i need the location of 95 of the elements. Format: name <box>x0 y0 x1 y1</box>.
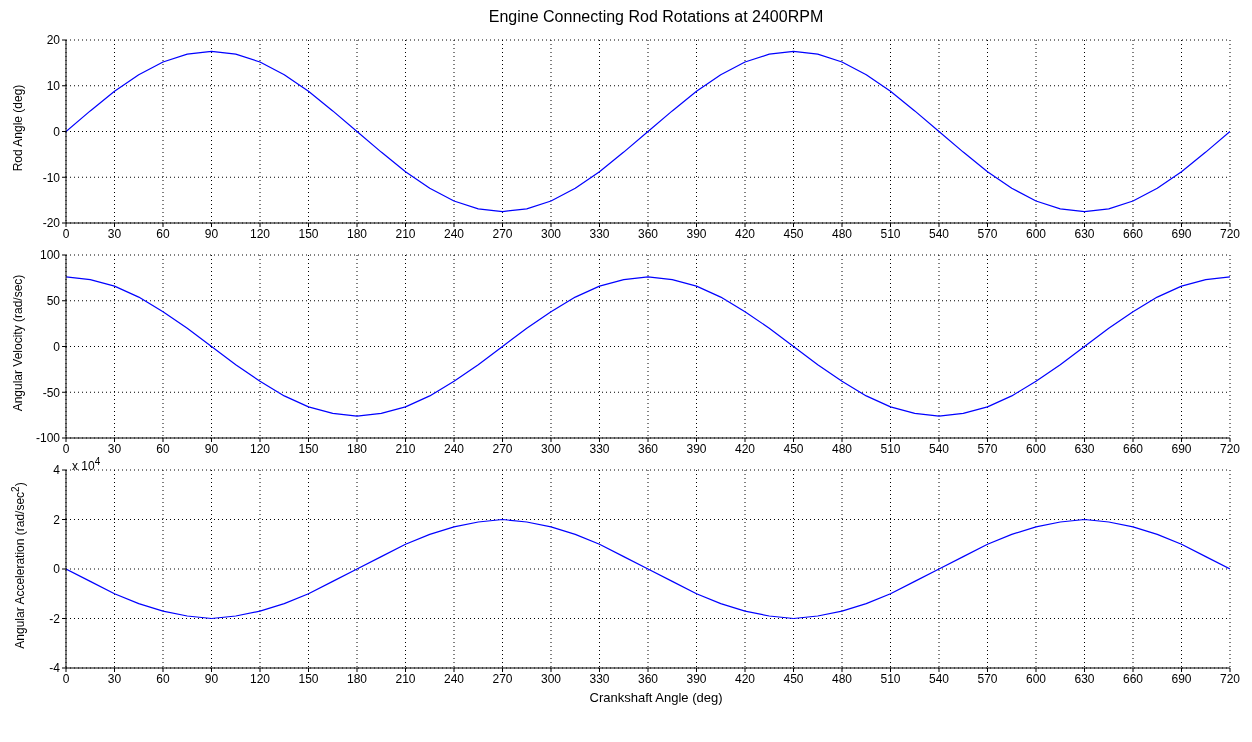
x-tick-label: 240 <box>443 441 465 456</box>
line-series <box>66 276 1230 417</box>
x-tick-label: 570 <box>977 671 998 686</box>
x-tick-label: 390 <box>686 226 707 241</box>
line-series <box>66 518 1230 620</box>
x-tick-label: 180 <box>346 441 368 456</box>
x-tick-label: 420 <box>734 226 756 241</box>
x-tick-label: 270 <box>492 226 513 241</box>
x-tick-label: 330 <box>589 441 610 456</box>
x-tick-label: 690 <box>1171 441 1192 456</box>
x-tick-label: 660 <box>1122 671 1144 686</box>
y-tick-label: -4 <box>49 661 61 676</box>
x-tick-label: 660 <box>1122 226 1144 241</box>
x-tick-label: 630 <box>1074 671 1095 686</box>
x-tick-label: 30 <box>107 671 122 686</box>
y-tick-label: -10 <box>42 170 61 185</box>
x-tick-label: 540 <box>928 441 950 456</box>
x-tick-label: 300 <box>540 671 562 686</box>
x-tick-label: 390 <box>686 441 707 456</box>
x-tick-label: 60 <box>156 226 170 241</box>
x-tick-label: 690 <box>1171 226 1192 241</box>
x-tick-label: 30 <box>107 226 122 241</box>
x-tick-label: 240 <box>443 671 465 686</box>
x-tick-label: 540 <box>928 226 950 241</box>
y-tick-label: -100 <box>35 431 61 446</box>
x-tick-label: 600 <box>1025 441 1047 456</box>
x-tick-label: 60 <box>156 671 170 686</box>
x-tick-label: 720 <box>1219 226 1241 241</box>
x-tick-label: 480 <box>831 671 853 686</box>
y-tick-label: 4 <box>53 463 61 478</box>
x-tick-label: 120 <box>249 441 271 456</box>
y-axis-title: Rod Angle (deg) <box>11 84 26 171</box>
y-tick-label: 0 <box>53 339 61 354</box>
x-tick-label: 300 <box>540 226 562 241</box>
x-tick-label: 540 <box>928 671 950 686</box>
x-tick-label: 600 <box>1025 226 1047 241</box>
y-tick-label: 0 <box>53 562 61 577</box>
x-tick-label: 510 <box>880 226 901 241</box>
x-tick-label: 690 <box>1171 671 1192 686</box>
x-tick-label: 210 <box>395 441 416 456</box>
x-tick-label: 420 <box>734 671 756 686</box>
y-tick-label: 50 <box>46 294 61 309</box>
y-tick-label: 2 <box>53 512 61 527</box>
x-tick-label: 570 <box>977 441 998 456</box>
x-tick-label: 390 <box>686 671 707 686</box>
x-tick-label: 720 <box>1219 441 1241 456</box>
x-tick-label: 330 <box>589 671 610 686</box>
y-tick-label: -50 <box>42 385 61 400</box>
x-tick-label: 150 <box>298 441 319 456</box>
annotation: x 10$^{4}$ <box>72 456 101 473</box>
x-tick-label: 450 <box>783 671 804 686</box>
y-tick-label: -20 <box>42 216 61 231</box>
x-tick-label: 150 <box>298 226 319 241</box>
x-tick-label: 630 <box>1074 226 1095 241</box>
x-tick-label: 330 <box>589 226 610 241</box>
x-tick-label: 450 <box>783 441 804 456</box>
x-tick-label: 360 <box>637 671 659 686</box>
y-axis-title: Angular Velocity (rad/sec) <box>11 274 26 411</box>
x-tick-label: 90 <box>204 671 219 686</box>
line-series <box>66 50 1230 213</box>
x-tick-label: 570 <box>977 226 998 241</box>
x-tick-label: 120 <box>249 226 271 241</box>
x-tick-label: 510 <box>880 441 901 456</box>
x-tick-label: 420 <box>734 441 756 456</box>
chart-title: Engine Connecting Rod Rotations at 2400RPM <box>487 8 825 27</box>
x-tick-label: 180 <box>346 226 368 241</box>
x-tick-label: 660 <box>1122 441 1144 456</box>
y-tick-label: 20 <box>46 33 61 48</box>
y-tick-label: -2 <box>49 611 61 626</box>
x-tick-label: 210 <box>395 226 416 241</box>
x-tick-label: 270 <box>492 441 513 456</box>
x-tick-label: 180 <box>346 671 368 686</box>
x-tick-label: 150 <box>298 671 319 686</box>
x-tick-label: 600 <box>1025 671 1047 686</box>
y-tick-label: 100 <box>39 248 61 263</box>
x-tick-label: 60 <box>156 441 170 456</box>
x-axis-title: Crankshaft Angle (deg) <box>588 690 724 705</box>
x-tick-label: 240 <box>443 226 465 241</box>
x-tick-label: 360 <box>637 226 659 241</box>
x-tick-label: 480 <box>831 441 853 456</box>
x-tick-label: 720 <box>1219 671 1241 686</box>
x-tick-label: 450 <box>783 226 804 241</box>
x-tick-label: 480 <box>831 226 853 241</box>
x-tick-label: 90 <box>204 226 219 241</box>
x-tick-label: 300 <box>540 441 562 456</box>
x-tick-label: 210 <box>395 671 416 686</box>
y-tick-label: 10 <box>46 79 61 94</box>
x-tick-label: 120 <box>249 671 271 686</box>
y-tick-label: 0 <box>53 124 61 139</box>
x-tick-label: 510 <box>880 671 901 686</box>
x-tick-label: 630 <box>1074 441 1095 456</box>
x-tick-label: 30 <box>107 441 122 456</box>
x-tick-label: 90 <box>204 441 219 456</box>
x-tick-label: 360 <box>637 441 659 456</box>
x-tick-label: 270 <box>492 671 513 686</box>
